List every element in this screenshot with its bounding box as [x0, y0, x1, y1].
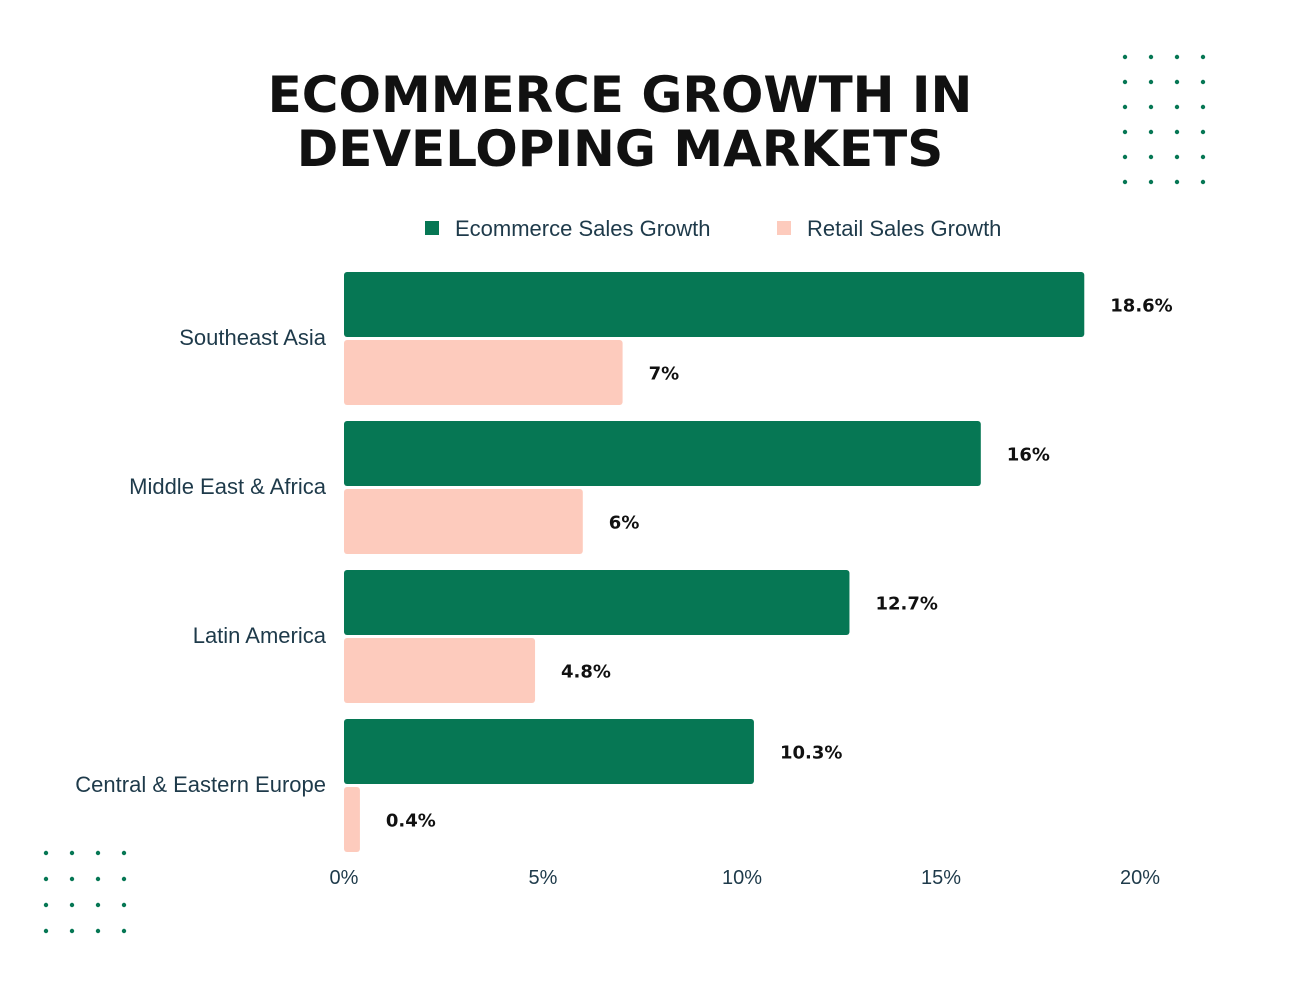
- legend-label-ecommerce: Ecommerce Sales Growth: [455, 216, 711, 241]
- decor-dot-tr-14: [1148, 129, 1154, 135]
- decor-dot-bl-12: [121, 902, 127, 908]
- bar-retail-4: [344, 787, 360, 852]
- bar-ecommerce-3: [344, 570, 850, 635]
- bar-retail-3: [344, 638, 536, 703]
- decor-dot-bl-6: [69, 876, 75, 882]
- data-labels: 18.6% 7% 16% 6% 12.7% 4.8% 10.3% 0.4%: [386, 296, 1173, 832]
- decor-dot-bl-10: [69, 902, 75, 908]
- data-label-ecommerce-2: 16%: [1007, 445, 1050, 466]
- decor-dot-bl-11: [95, 902, 101, 908]
- x-tick-label-5: 20%: [1120, 867, 1160, 889]
- decor-dot-tr-13: [1122, 129, 1128, 135]
- decor-dot-bl-4: [121, 850, 127, 856]
- decor-dot-bl-13: [43, 928, 49, 934]
- x-tick-label-4: 15%: [921, 867, 961, 889]
- bar-ecommerce-4: [344, 719, 754, 784]
- bar-retail-1: [344, 340, 623, 405]
- data-label-ecommerce-4: 10.3%: [780, 743, 842, 764]
- decor-dot-tr-18: [1148, 154, 1154, 160]
- decor-dot-bl-15: [95, 928, 101, 934]
- decor-dot-tr-5: [1122, 79, 1128, 85]
- decor-dot-tr-12: [1200, 104, 1206, 110]
- decor-dot-bl-3: [95, 850, 101, 856]
- category-label-1: Southeast Asia: [179, 325, 327, 350]
- decor-dot-tr-10: [1148, 104, 1154, 110]
- data-label-retail-2: 6%: [609, 513, 640, 534]
- decor-dot-tr-7: [1174, 79, 1180, 85]
- bar-ecommerce-1: [344, 272, 1085, 337]
- category-label-3: Latin America: [193, 623, 327, 648]
- decor-dot-tr-1: [1122, 54, 1128, 60]
- decor-dot-bl-14: [69, 928, 75, 934]
- x-tick-label-2: 5%: [529, 867, 558, 889]
- x-tick-label-1: 0%: [330, 867, 359, 889]
- decor-dot-bl-9: [43, 902, 49, 908]
- decor-dot-tr-9: [1122, 104, 1128, 110]
- decor-dot-bl-1: [43, 850, 49, 856]
- category-labels: Southeast Asia Middle East & Africa Latin …: [75, 325, 326, 797]
- decor-dot-bl-16: [121, 928, 127, 934]
- legend: Ecommerce Sales Growth Retail Sales Grow…: [425, 216, 1001, 241]
- legend-swatch-ecommerce: [425, 221, 439, 235]
- data-label-retail-3: 4.8%: [561, 662, 611, 683]
- decor-dot-tr-3: [1174, 54, 1180, 60]
- dot-grid-decoration-top-right: [1122, 54, 1206, 185]
- decor-dot-bl-2: [69, 850, 75, 856]
- data-label-ecommerce-3: 12.7%: [875, 594, 937, 615]
- data-label-retail-1: 7%: [649, 364, 680, 385]
- data-label-ecommerce-1: 18.6%: [1110, 296, 1172, 317]
- decor-dot-tr-19: [1174, 154, 1180, 160]
- decor-dot-tr-16: [1200, 129, 1206, 135]
- decor-dot-bl-8: [121, 876, 127, 882]
- bar-ecommerce-2: [344, 421, 981, 486]
- bar-area: [344, 272, 1085, 852]
- decor-dot-tr-6: [1148, 79, 1154, 85]
- x-tick-label-3: 10%: [722, 867, 762, 889]
- decor-dot-tr-21: [1122, 179, 1128, 185]
- legend-swatch-retail: [777, 221, 791, 235]
- decor-dot-tr-8: [1200, 79, 1206, 85]
- dot-grid-decoration-bottom-left: [43, 850, 127, 934]
- decor-dot-tr-23: [1174, 179, 1180, 185]
- decor-dot-tr-11: [1174, 104, 1180, 110]
- data-label-retail-4: 0.4%: [386, 811, 436, 832]
- decor-dot-tr-4: [1200, 54, 1206, 60]
- legend-label-retail: Retail Sales Growth: [807, 216, 1001, 241]
- decor-dot-bl-7: [95, 876, 101, 882]
- category-label-4: Central & Eastern Europe: [75, 772, 326, 797]
- decor-dot-tr-22: [1148, 179, 1154, 185]
- bar-retail-2: [344, 489, 583, 554]
- chart-title-line-1: ECOMMERCE GROWTH IN: [268, 66, 973, 124]
- decor-dot-tr-24: [1200, 179, 1206, 185]
- decor-dot-tr-2: [1148, 54, 1154, 60]
- category-label-2: Middle East & Africa: [129, 474, 327, 499]
- decor-dot-bl-5: [43, 876, 49, 882]
- decor-dot-tr-20: [1200, 154, 1206, 160]
- x-axis-ticks: 0% 5% 10% 15% 20%: [330, 867, 1161, 889]
- decor-dot-tr-15: [1174, 129, 1180, 135]
- decor-dot-tr-17: [1122, 154, 1128, 160]
- chart-title-line-2: DEVELOPING MARKETS: [297, 120, 944, 178]
